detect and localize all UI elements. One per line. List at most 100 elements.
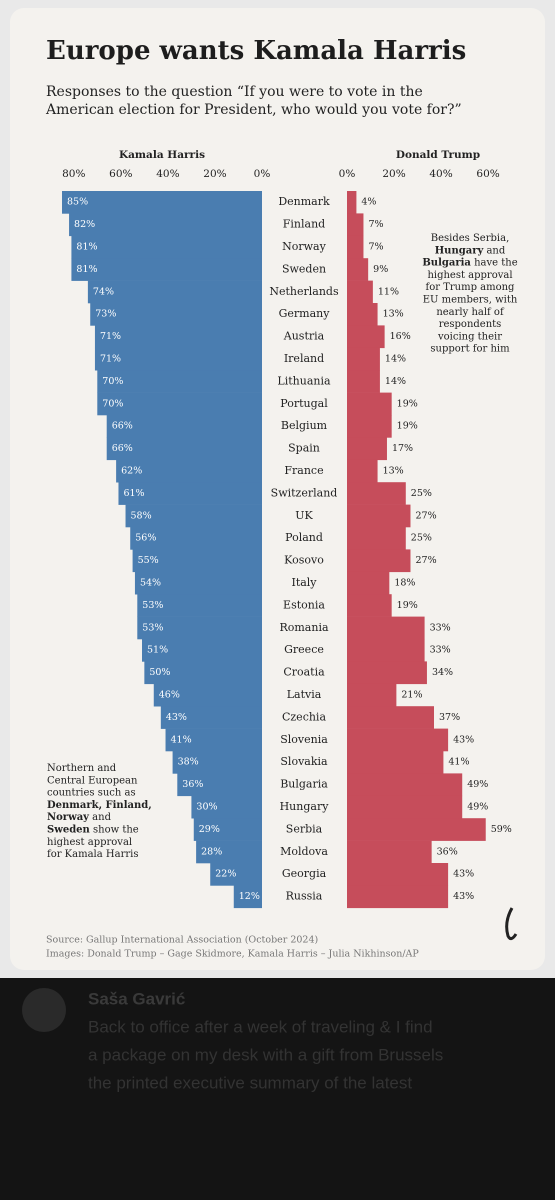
bar (97, 370, 262, 393)
value-label: 19% (397, 600, 418, 611)
category-label: Finland (283, 218, 325, 231)
category-label: Norway (282, 240, 326, 253)
value-label: 16% (390, 331, 411, 342)
bar (347, 392, 392, 416)
bar (97, 392, 262, 416)
annotation-segment: Bulgaria (422, 257, 471, 268)
bar (347, 840, 432, 864)
category-label: Portugal (280, 397, 328, 410)
value-label: 70% (102, 376, 123, 387)
annotation-segment: Denmark, Finland, (47, 799, 152, 810)
value-label: 66% (112, 421, 133, 432)
bar (118, 482, 263, 505)
category-label: Greece (284, 643, 324, 656)
bar (347, 527, 406, 550)
annotation: highest approval (47, 836, 132, 847)
bar (347, 347, 380, 371)
annotation: Norway and (47, 812, 112, 823)
bar (94, 325, 262, 349)
value-label: 70% (102, 398, 123, 409)
bar (347, 683, 397, 707)
value-label: 46% (159, 690, 180, 701)
category-label: Georgia (282, 867, 327, 880)
value-label: 50% (149, 667, 170, 678)
bar (144, 661, 262, 685)
value-label: 18% (394, 578, 415, 589)
value-label: 25% (411, 533, 432, 544)
bar (347, 191, 357, 214)
source: Images: Donald Trump – Gage Skidmore, Ka… (46, 949, 419, 960)
annotation: Northern and (47, 763, 117, 774)
bar (347, 571, 390, 595)
bar (191, 795, 262, 819)
bar (125, 504, 262, 528)
value-label: 58% (131, 510, 152, 521)
category-label: UK (295, 509, 313, 522)
annotation-segment: and (89, 812, 112, 823)
value-label: 11% (378, 286, 399, 297)
bar (347, 370, 380, 393)
bar (347, 773, 463, 797)
category-label: Lithuania (277, 374, 331, 387)
bar (210, 863, 262, 886)
bar (347, 661, 427, 685)
bar (347, 325, 385, 349)
bar (347, 235, 364, 259)
bar (137, 594, 262, 617)
x-tick-label: 40% (156, 168, 179, 180)
value-label: 19% (397, 421, 418, 432)
value-label: 37% (439, 712, 460, 723)
bar (347, 549, 411, 573)
value-label: 17% (392, 443, 413, 454)
bar (347, 751, 444, 774)
bar (69, 213, 262, 237)
avatar (22, 988, 66, 1032)
category-label: Moldova (280, 845, 328, 858)
category-label: Croatia (283, 666, 325, 679)
bar (165, 728, 262, 752)
annotation: respondents (439, 319, 502, 330)
category-label: Belgium (281, 419, 328, 432)
value-label: 21% (401, 690, 422, 701)
category-label: Netherlands (269, 285, 339, 298)
x-tick-label: 20% (382, 168, 405, 180)
bar (347, 437, 387, 461)
category-label: Estonia (283, 598, 325, 611)
value-label: 51% (147, 645, 168, 656)
value-label: 33% (430, 645, 451, 656)
bar (172, 751, 262, 774)
bar (137, 616, 262, 640)
value-label: 27% (415, 510, 436, 521)
bar (62, 191, 262, 214)
annotation-segment: Sweden (47, 824, 91, 835)
annotation-segment: have the (471, 257, 518, 268)
bar (347, 706, 434, 729)
bar (193, 818, 262, 841)
bar (347, 482, 406, 505)
bar (130, 527, 262, 550)
post-background (0, 978, 555, 1200)
annotation: support for him (430, 343, 510, 354)
category-label: Slovenia (280, 733, 328, 746)
value-label: 29% (199, 824, 220, 835)
bar (106, 415, 263, 438)
category-label: Hungary (280, 800, 330, 813)
annotation: voicing their (437, 331, 502, 342)
value-label: 4% (361, 197, 376, 208)
value-label: 82% (74, 219, 95, 230)
value-label: 85% (67, 197, 88, 208)
bar (134, 571, 262, 595)
annotation-segment: for Trump among (426, 282, 516, 293)
post-text: the printed executive summary of the lat… (88, 1073, 412, 1092)
category-label: Serbia (286, 822, 323, 835)
value-label: 53% (142, 622, 163, 633)
bar (177, 773, 262, 797)
annotation: Central European (47, 775, 138, 786)
bar (116, 459, 262, 483)
value-label: 7% (368, 219, 383, 230)
bar (71, 258, 262, 281)
category-label: Germany (279, 307, 331, 320)
category-label: Romania (279, 621, 328, 634)
